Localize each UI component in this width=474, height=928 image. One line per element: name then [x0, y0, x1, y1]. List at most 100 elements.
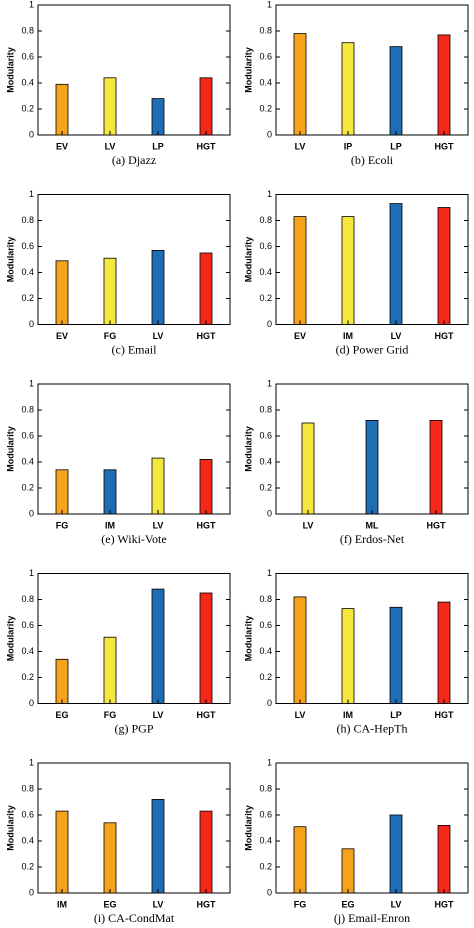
- bar: [199, 77, 213, 136]
- y-tick-label: 0.2: [21, 293, 34, 303]
- y-tick-label: 1: [267, 378, 272, 388]
- y-tick-label: 0.2: [21, 482, 34, 492]
- y-tick-label: 0: [267, 319, 272, 329]
- chart-caption: (i) CA-CondMat: [94, 911, 175, 925]
- y-tick-label: 0.4: [21, 456, 34, 466]
- x-tick-label: LV: [105, 141, 116, 151]
- bar: [55, 810, 69, 894]
- chart-caption: (f) Erdos-Net: [340, 532, 405, 546]
- y-tick-label: 0.4: [259, 77, 272, 87]
- y-tick-label: 0.6: [259, 241, 272, 251]
- x-tick-label: EG: [103, 899, 116, 909]
- plot-frame: [37, 383, 231, 515]
- plot-frame: [275, 4, 469, 136]
- bar: [151, 799, 165, 894]
- bar: [293, 33, 307, 136]
- y-tick-label: 0.2: [21, 861, 34, 871]
- plot-frame: [275, 573, 469, 704]
- y-axis-label: Modularity: [243, 47, 253, 93]
- y-tick-label: 0.4: [259, 456, 272, 466]
- y-tick-label: 0: [267, 698, 272, 708]
- bar: [199, 592, 213, 704]
- plot-frame: [37, 573, 231, 704]
- y-tick-label: 0: [267, 129, 272, 139]
- y-tick-label: 0.4: [21, 835, 34, 845]
- chart-caption: (h) CA-HepTh: [337, 721, 408, 735]
- bar: [199, 252, 213, 325]
- x-tick-label: LP: [390, 710, 402, 720]
- y-tick-label: 0.8: [259, 783, 272, 793]
- y-tick-label: 0.4: [21, 77, 34, 87]
- bar: [103, 469, 117, 515]
- y-tick-label: 1: [29, 189, 34, 199]
- y-tick-label: 0.6: [259, 430, 272, 440]
- x-tick-label: EV: [56, 141, 68, 151]
- y-tick-label: 0.8: [259, 25, 272, 35]
- x-tick-label: HGT: [197, 141, 217, 151]
- y-tick-label: 0.8: [21, 404, 34, 414]
- chart-caption: (c) Email: [112, 342, 158, 356]
- y-tick-label: 0: [29, 129, 34, 139]
- y-tick-label: 0.2: [259, 293, 272, 303]
- chart-caption: (e) Wiki-Vote: [101, 532, 166, 546]
- y-tick-label: 0: [29, 319, 34, 329]
- bar: [301, 422, 315, 515]
- y-tick-label: 0.2: [259, 861, 272, 871]
- bar: [199, 458, 213, 515]
- x-tick-label: LP: [390, 141, 402, 151]
- bar: [103, 822, 117, 894]
- y-tick-label: 1: [29, 0, 34, 9]
- bar: [437, 207, 451, 325]
- x-tick-label: LV: [153, 710, 164, 720]
- x-tick-label: LV: [153, 899, 164, 909]
- y-tick-label: 0: [29, 508, 34, 518]
- plot-frame: [275, 762, 469, 894]
- bar: [199, 810, 213, 894]
- y-tick-label: 0: [29, 698, 34, 708]
- y-tick-label: 1: [267, 757, 272, 767]
- y-tick-label: 0.8: [21, 25, 34, 35]
- x-tick-label: IM: [57, 899, 67, 909]
- y-tick-label: 0.2: [21, 103, 34, 113]
- y-tick-label: 0.6: [259, 809, 272, 819]
- bar: [389, 606, 403, 704]
- chart-caption: (d) Power Grid: [336, 342, 409, 356]
- y-tick-label: 1: [267, 0, 272, 9]
- y-tick-label: 1: [29, 568, 34, 578]
- bar: [389, 46, 403, 136]
- x-tick-label: HGT: [435, 331, 455, 341]
- bar: [55, 83, 69, 136]
- y-tick-label: 0.6: [259, 51, 272, 61]
- plot-frame: [275, 194, 469, 325]
- bar: [151, 588, 165, 704]
- bar: [365, 419, 379, 515]
- x-tick-label: LV: [391, 331, 402, 341]
- bar: [341, 42, 355, 136]
- y-tick-label: 0.2: [259, 672, 272, 682]
- y-tick-label: 0.6: [21, 620, 34, 630]
- bar: [151, 249, 165, 325]
- y-tick-label: 0.6: [21, 51, 34, 61]
- bar: [341, 848, 355, 894]
- y-tick-label: 0.8: [259, 404, 272, 414]
- y-tick-label: 0.4: [259, 646, 272, 656]
- bar: [429, 419, 443, 515]
- x-tick-label: LV: [153, 331, 164, 341]
- bar: [151, 457, 165, 515]
- x-tick-label: HGT: [435, 141, 455, 151]
- y-tick-label: 0.2: [259, 482, 272, 492]
- bar: [437, 601, 451, 704]
- x-tick-label: EG: [55, 710, 68, 720]
- y-axis-label: Modularity: [5, 237, 15, 283]
- y-axis-label: Modularity: [243, 426, 253, 472]
- x-tick-label: FG: [56, 520, 69, 530]
- y-axis-label: Modularity: [243, 616, 253, 662]
- y-tick-label: 0.6: [259, 620, 272, 630]
- bar: [103, 77, 117, 136]
- y-tick-label: 0.6: [21, 241, 34, 251]
- bar: [103, 257, 117, 325]
- x-tick-label: HGT: [197, 710, 217, 720]
- x-tick-label: LP: [152, 141, 164, 151]
- bar: [341, 216, 355, 325]
